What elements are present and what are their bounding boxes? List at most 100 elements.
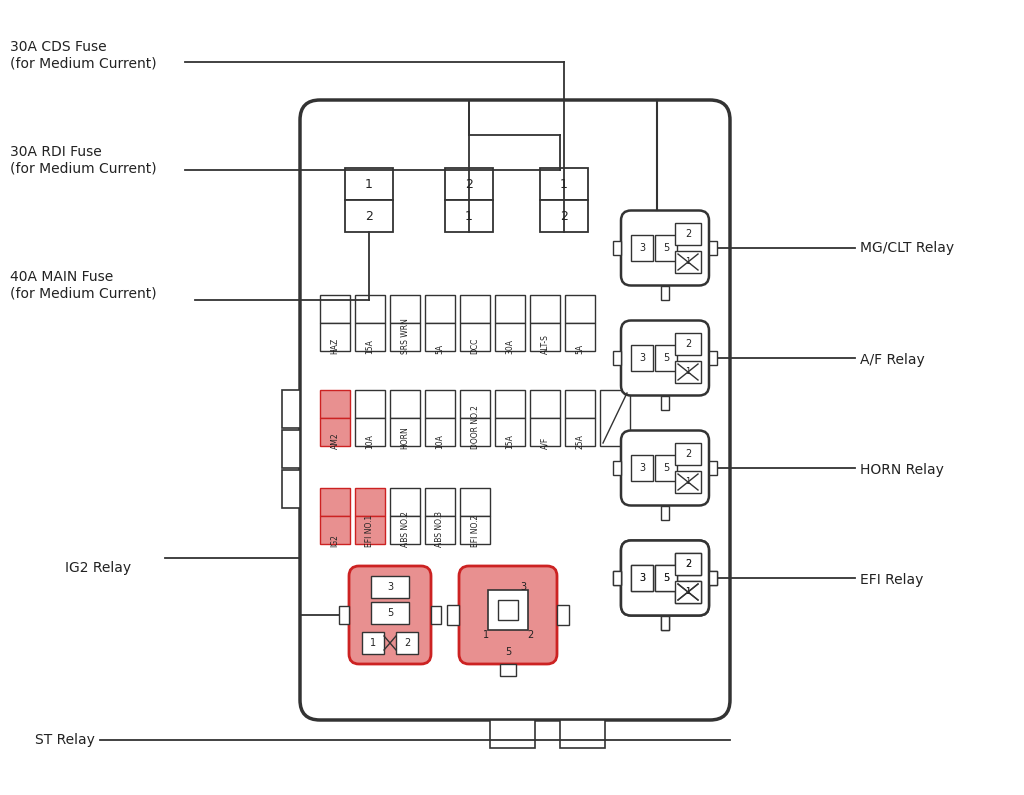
Bar (709, 351, 717, 365)
Text: 3: 3 (520, 582, 526, 592)
Bar (631, 565, 653, 591)
Text: 1: 1 (685, 478, 690, 487)
Bar (709, 571, 717, 585)
Text: 2: 2 (560, 210, 568, 223)
Text: 5: 5 (663, 463, 669, 473)
Bar (355, 488, 385, 516)
Text: 1: 1 (483, 630, 489, 640)
Text: 15A: 15A (506, 434, 514, 449)
Bar (613, 241, 621, 255)
Bar (631, 455, 653, 481)
Bar (675, 443, 701, 465)
Bar (495, 390, 525, 418)
Text: HORN Relay: HORN Relay (860, 463, 944, 477)
FancyBboxPatch shape (459, 566, 557, 664)
Text: 2: 2 (685, 559, 691, 569)
Bar (655, 565, 677, 591)
Bar (662, 285, 669, 300)
Bar (425, 418, 455, 446)
Bar (390, 488, 420, 516)
Bar (282, 390, 300, 428)
Text: DCC: DCC (470, 338, 479, 354)
Text: 2: 2 (685, 559, 691, 569)
Bar (460, 488, 490, 516)
Bar (540, 200, 588, 232)
Text: 2: 2 (465, 177, 473, 191)
FancyBboxPatch shape (621, 541, 709, 615)
Text: EFI NO.2: EFI NO.2 (470, 514, 479, 547)
Bar (319, 488, 350, 516)
Bar (460, 295, 490, 323)
Bar (282, 430, 300, 468)
Text: 2: 2 (685, 339, 691, 349)
Text: 5: 5 (663, 353, 669, 363)
Bar (500, 664, 516, 676)
Bar (390, 516, 420, 544)
FancyBboxPatch shape (621, 320, 709, 395)
Bar (631, 565, 653, 591)
Bar (655, 345, 677, 371)
Text: SRS WRN: SRS WRN (400, 318, 410, 354)
Bar (425, 390, 455, 418)
Bar (345, 168, 393, 200)
FancyBboxPatch shape (300, 100, 730, 720)
Bar (425, 323, 455, 351)
Text: EFI NO.1: EFI NO.1 (366, 514, 375, 547)
Text: 2: 2 (403, 638, 411, 648)
Bar (655, 565, 677, 591)
Text: EFI Relay: EFI Relay (860, 573, 924, 587)
Bar (530, 295, 560, 323)
Text: 5: 5 (505, 647, 511, 657)
Bar (613, 571, 621, 585)
Bar (675, 581, 701, 603)
Text: 5: 5 (663, 573, 669, 583)
Bar (319, 295, 350, 323)
Text: IG2 Relay: IG2 Relay (65, 561, 131, 575)
Bar (662, 615, 669, 630)
Text: 1: 1 (685, 258, 690, 266)
Text: 5: 5 (663, 573, 669, 583)
Text: IG2: IG2 (331, 534, 340, 547)
Text: 3: 3 (639, 463, 645, 473)
Text: 3: 3 (639, 353, 645, 363)
Bar (390, 295, 420, 323)
Bar (662, 395, 669, 409)
Bar (709, 241, 717, 255)
Text: 10A: 10A (366, 434, 375, 449)
Bar (460, 323, 490, 351)
Bar (460, 390, 490, 418)
Bar (431, 606, 441, 624)
Bar (600, 390, 630, 446)
Text: 1: 1 (685, 367, 690, 377)
Text: HORN: HORN (400, 426, 410, 449)
Bar (557, 605, 569, 625)
Bar (445, 200, 493, 232)
Bar (655, 235, 677, 261)
Bar (565, 390, 595, 418)
Text: HAZ: HAZ (331, 338, 340, 354)
Bar (495, 418, 525, 446)
Text: AM2: AM2 (331, 432, 340, 449)
Bar (390, 390, 420, 418)
Bar (460, 418, 490, 446)
Bar (662, 506, 669, 519)
Text: 2: 2 (685, 449, 691, 459)
Text: 1: 1 (560, 177, 568, 191)
Bar (355, 418, 385, 446)
Text: 2: 2 (366, 210, 373, 223)
Bar (631, 345, 653, 371)
Text: 15A: 15A (366, 339, 375, 354)
Text: A/F Relay: A/F Relay (860, 353, 925, 367)
Bar (495, 295, 525, 323)
Bar (675, 251, 701, 273)
Bar (709, 571, 717, 585)
Bar (425, 488, 455, 516)
Bar (613, 571, 621, 585)
Bar (355, 390, 385, 418)
Text: 3: 3 (387, 582, 393, 592)
Bar (345, 200, 393, 232)
Bar (530, 323, 560, 351)
Bar (675, 333, 701, 355)
Bar (530, 418, 560, 446)
Text: A/F: A/F (541, 436, 550, 449)
